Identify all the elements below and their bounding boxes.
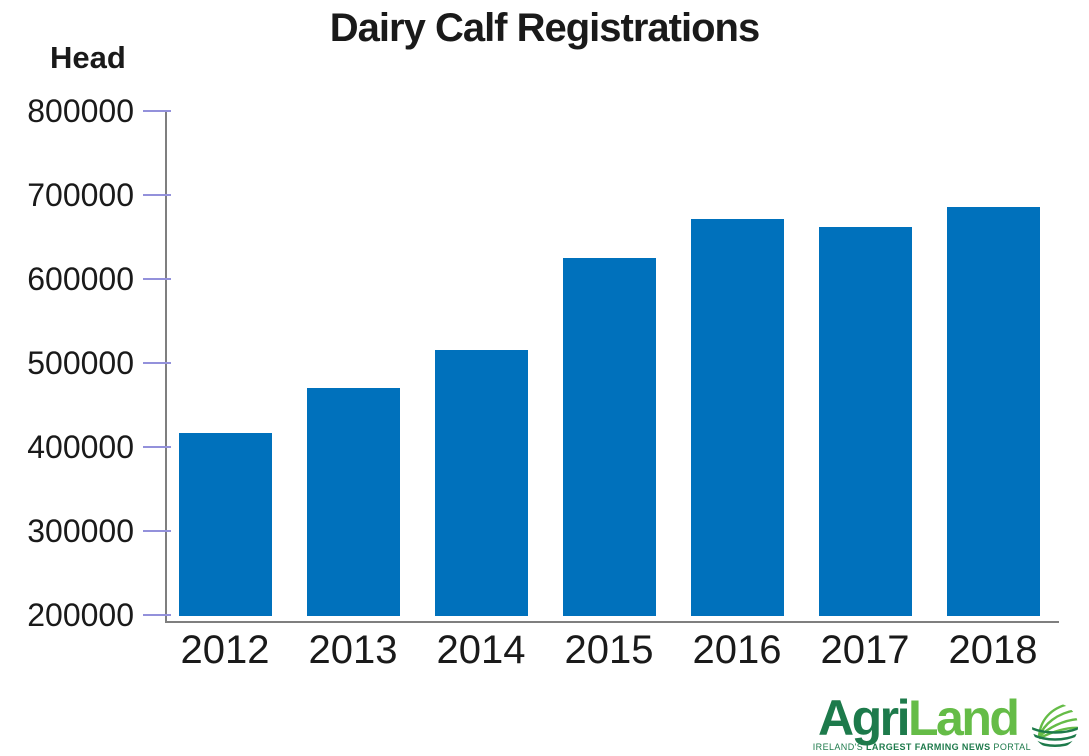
tagline-post: PORTAL: [990, 742, 1031, 752]
x-axis-label-2012: 2012: [180, 628, 270, 672]
bar-2018: [946, 206, 1040, 616]
logo-tagline: IRELAND'S LARGEST FARMING NEWS PORTAL: [813, 742, 1031, 752]
bar-2016: [690, 218, 784, 616]
y-axis-label: 800000: [27, 93, 134, 129]
bar-2015: [562, 258, 656, 616]
y-tick-mark: [143, 446, 171, 448]
bar-2013: [306, 388, 400, 616]
x-axis-label-2015: 2015: [564, 628, 654, 672]
y-tick-mark: [143, 278, 171, 280]
y-tick-mark: [143, 614, 171, 616]
y-axis-line: [165, 110, 167, 623]
brand-text-land: Land: [908, 690, 1020, 746]
chart-title: Dairy Calf Registrations: [329, 6, 760, 50]
x-axis-label-2013: 2013: [308, 628, 398, 672]
y-axis-label: 700000: [27, 177, 134, 213]
y-axis-label: 300000: [27, 513, 134, 549]
brand-text-agri: Agri: [818, 690, 911, 746]
y-axis-label: 200000: [27, 597, 134, 633]
x-axis-label-2018: 2018: [948, 628, 1038, 672]
y-tick-mark: [143, 530, 171, 532]
y-tick-mark: [143, 194, 171, 196]
y-axis-label: 400000: [27, 429, 134, 465]
y-axis-label: 600000: [27, 261, 134, 297]
bar-2014: [434, 349, 528, 616]
y-tick-mark: [143, 362, 171, 364]
x-axis-line: [165, 621, 1059, 623]
bar-2017: [818, 226, 912, 616]
globe-icon: [1032, 703, 1078, 749]
x-axis-label-2017: 2017: [820, 628, 910, 672]
y-tick-mark: [143, 110, 171, 112]
x-axis-label-2014: 2014: [436, 628, 526, 672]
x-axis-label-2016: 2016: [692, 628, 782, 672]
y-axis-label: 500000: [27, 345, 134, 381]
tagline-bold: LARGEST FARMING NEWS: [866, 742, 991, 752]
bar-2012: [178, 432, 272, 616]
tagline-pre: IRELAND'S: [812, 742, 867, 752]
y-axis-unit-label: Head: [50, 40, 126, 75]
agriland-logo-wordmark: AgriLand: [818, 689, 1020, 747]
